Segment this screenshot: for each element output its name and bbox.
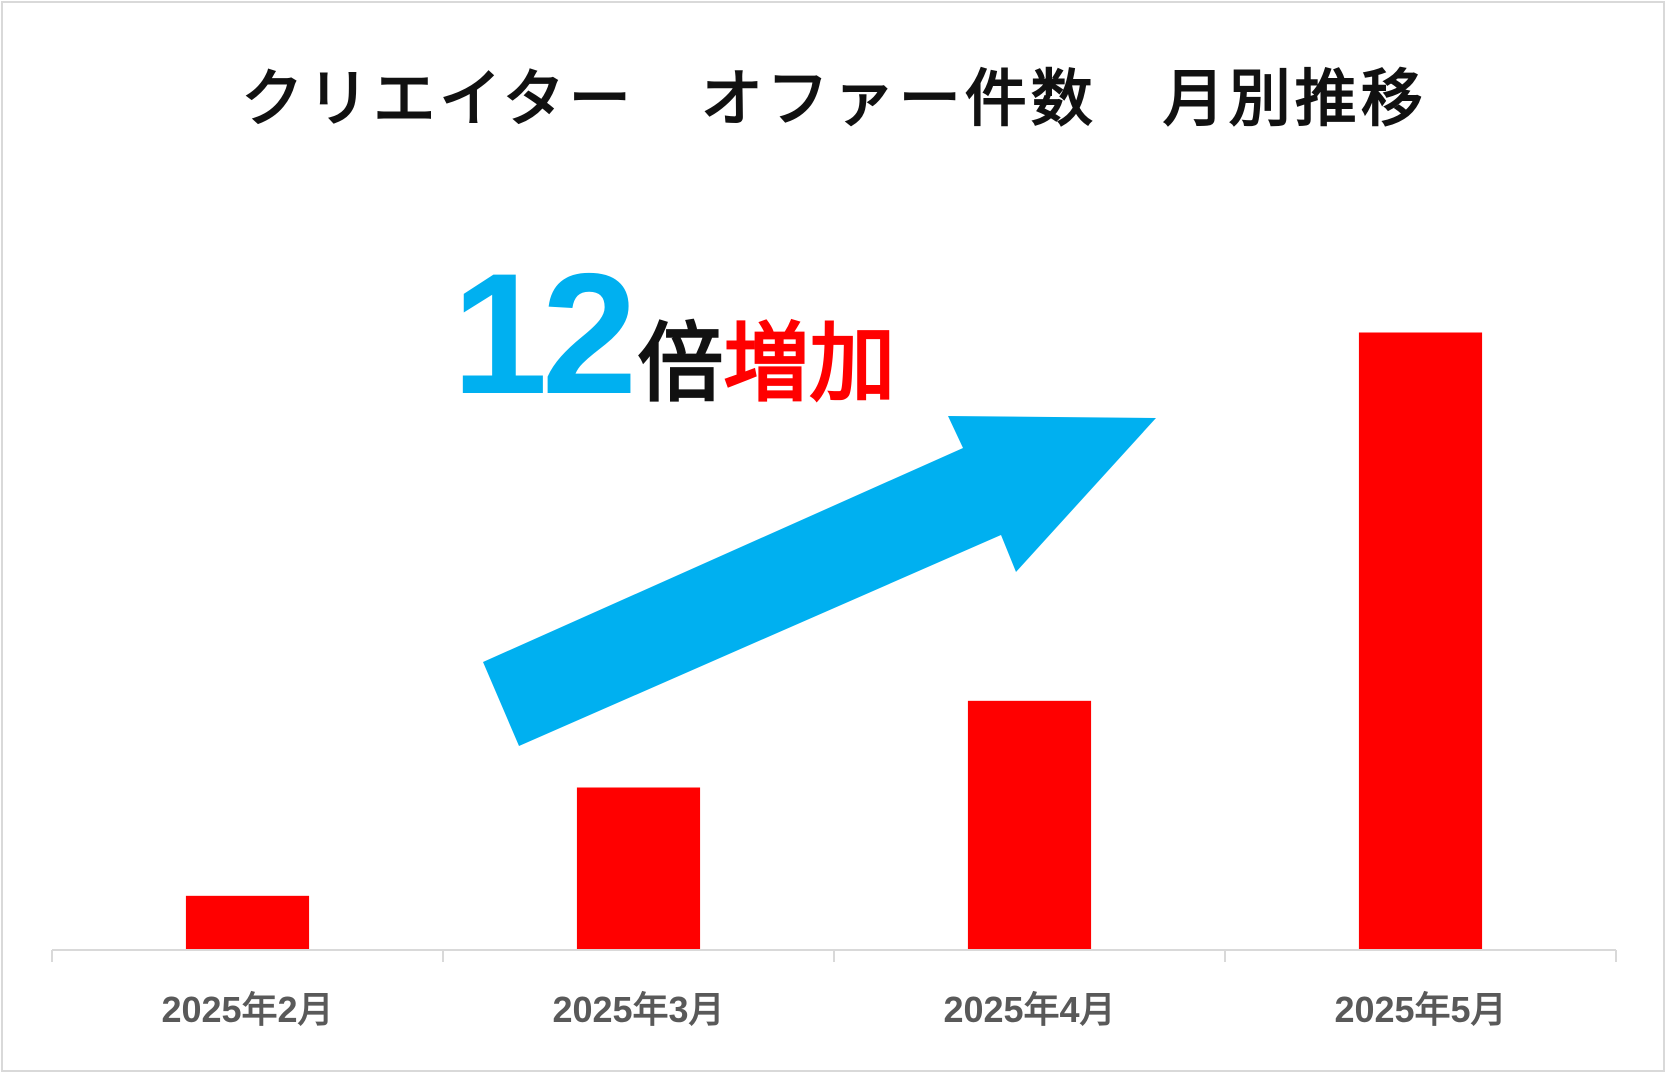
bars-group xyxy=(185,332,1483,950)
x-tick-label-2: 2025年3月 xyxy=(552,989,724,1030)
up-right-arrow-icon xyxy=(483,416,1156,746)
bar-4 xyxy=(1358,332,1483,950)
growth-multiplier-unit: 倍 xyxy=(637,314,724,414)
chart-title: クリエイター オファー件数 月別推移 xyxy=(241,62,1427,135)
x-tick-label-1: 2025年2月 xyxy=(161,989,333,1030)
growth-callout: 12倍増加 xyxy=(452,248,895,420)
x-axis-ticks xyxy=(51,950,1617,962)
bar-2 xyxy=(576,787,701,950)
x-tick-label-3: 2025年4月 xyxy=(943,989,1115,1030)
growth-word: 増加 xyxy=(723,314,896,414)
x-axis-labels: 2025年2月 2025年3月 2025年4月 2025年5月 xyxy=(161,989,1506,1030)
x-tick-label-4: 2025年5月 xyxy=(1334,989,1506,1030)
bar-3 xyxy=(967,700,1092,950)
growth-multiplier-value: 12 xyxy=(452,238,637,430)
bar-1 xyxy=(185,895,310,950)
